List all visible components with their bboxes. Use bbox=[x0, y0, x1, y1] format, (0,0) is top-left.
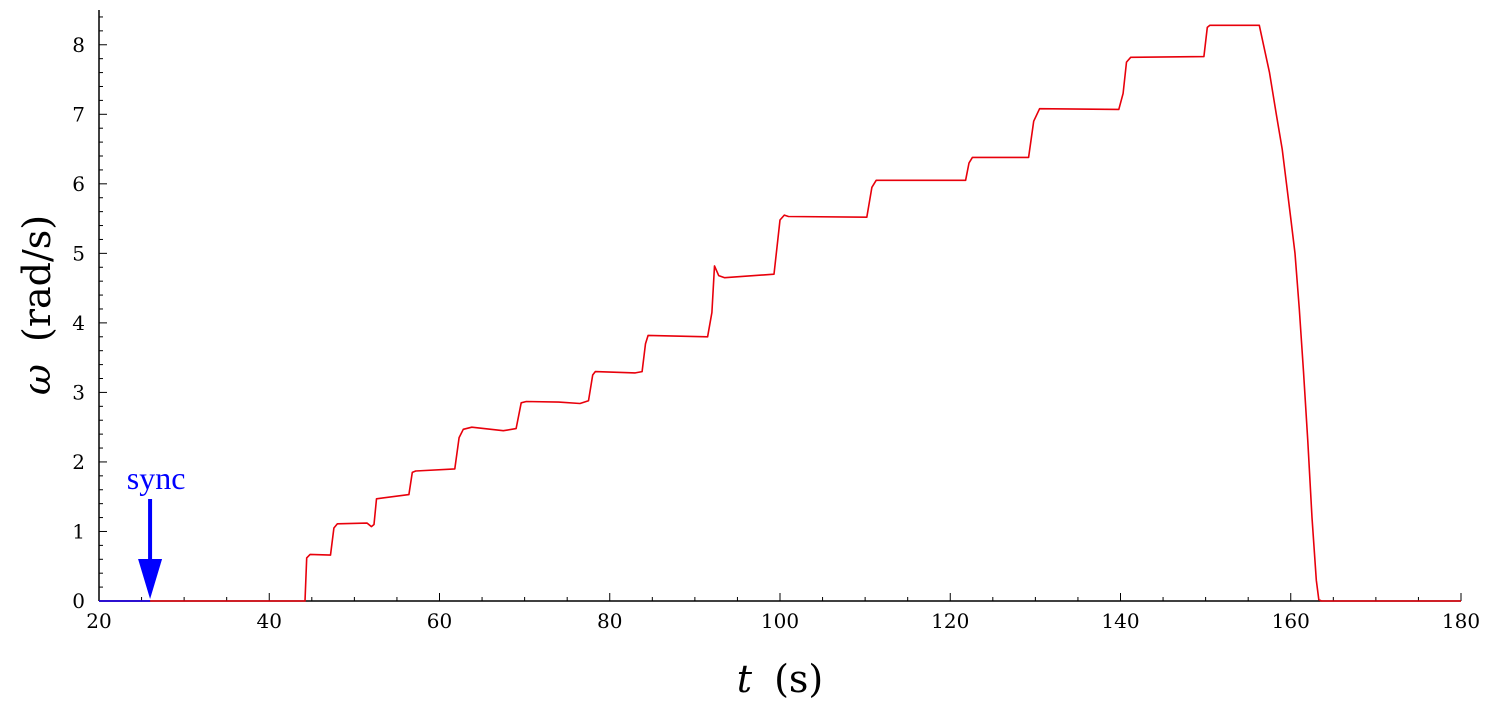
plot-frame bbox=[98, 10, 1461, 602]
y-ticks: 0 1 2 3 4 5 6 7 8 bbox=[72, 16, 107, 613]
y-tick-label: 3 bbox=[72, 380, 85, 404]
y-tick-label: 2 bbox=[72, 450, 85, 474]
sync-arrow-head-icon bbox=[138, 559, 163, 599]
y-tick-label: 1 bbox=[72, 519, 85, 543]
sync-annotation-label: sync bbox=[127, 460, 186, 496]
omega-series-line bbox=[99, 24, 1461, 602]
y-tick-label: 8 bbox=[72, 33, 85, 57]
y-tick-label: 0 bbox=[72, 589, 85, 613]
series-group bbox=[99, 24, 1461, 602]
y-axis-var: ω bbox=[15, 364, 59, 395]
annotations: sync bbox=[127, 460, 186, 599]
y-tick-label: 4 bbox=[72, 311, 85, 335]
x-tick-label: 120 bbox=[931, 609, 969, 633]
y-tick-label: 7 bbox=[72, 102, 85, 126]
x-tick-label: 140 bbox=[1101, 609, 1139, 633]
y-axis-unit: (rad/s) bbox=[15, 215, 59, 342]
y-tick-label: 6 bbox=[72, 172, 85, 196]
x-tick-label: 80 bbox=[597, 609, 622, 633]
x-tick-label: 160 bbox=[1272, 609, 1310, 633]
y-tick-label: 5 bbox=[72, 241, 85, 265]
x-tick-label: 180 bbox=[1442, 609, 1480, 633]
x-tick-label: 20 bbox=[86, 609, 111, 633]
x-tick-label: 40 bbox=[257, 609, 282, 633]
x-axis-unit: (s) bbox=[774, 657, 823, 701]
x-axis-var: t bbox=[737, 657, 753, 701]
y-axis-label: ω (rad/s) bbox=[15, 215, 59, 395]
x-tick-label: 100 bbox=[761, 609, 799, 633]
x-ticks: 20 40 60 80 100 120 140 160 180 bbox=[86, 593, 1480, 633]
x-axis-label: t (s) bbox=[737, 657, 824, 701]
x-tick-label: 60 bbox=[427, 609, 452, 633]
